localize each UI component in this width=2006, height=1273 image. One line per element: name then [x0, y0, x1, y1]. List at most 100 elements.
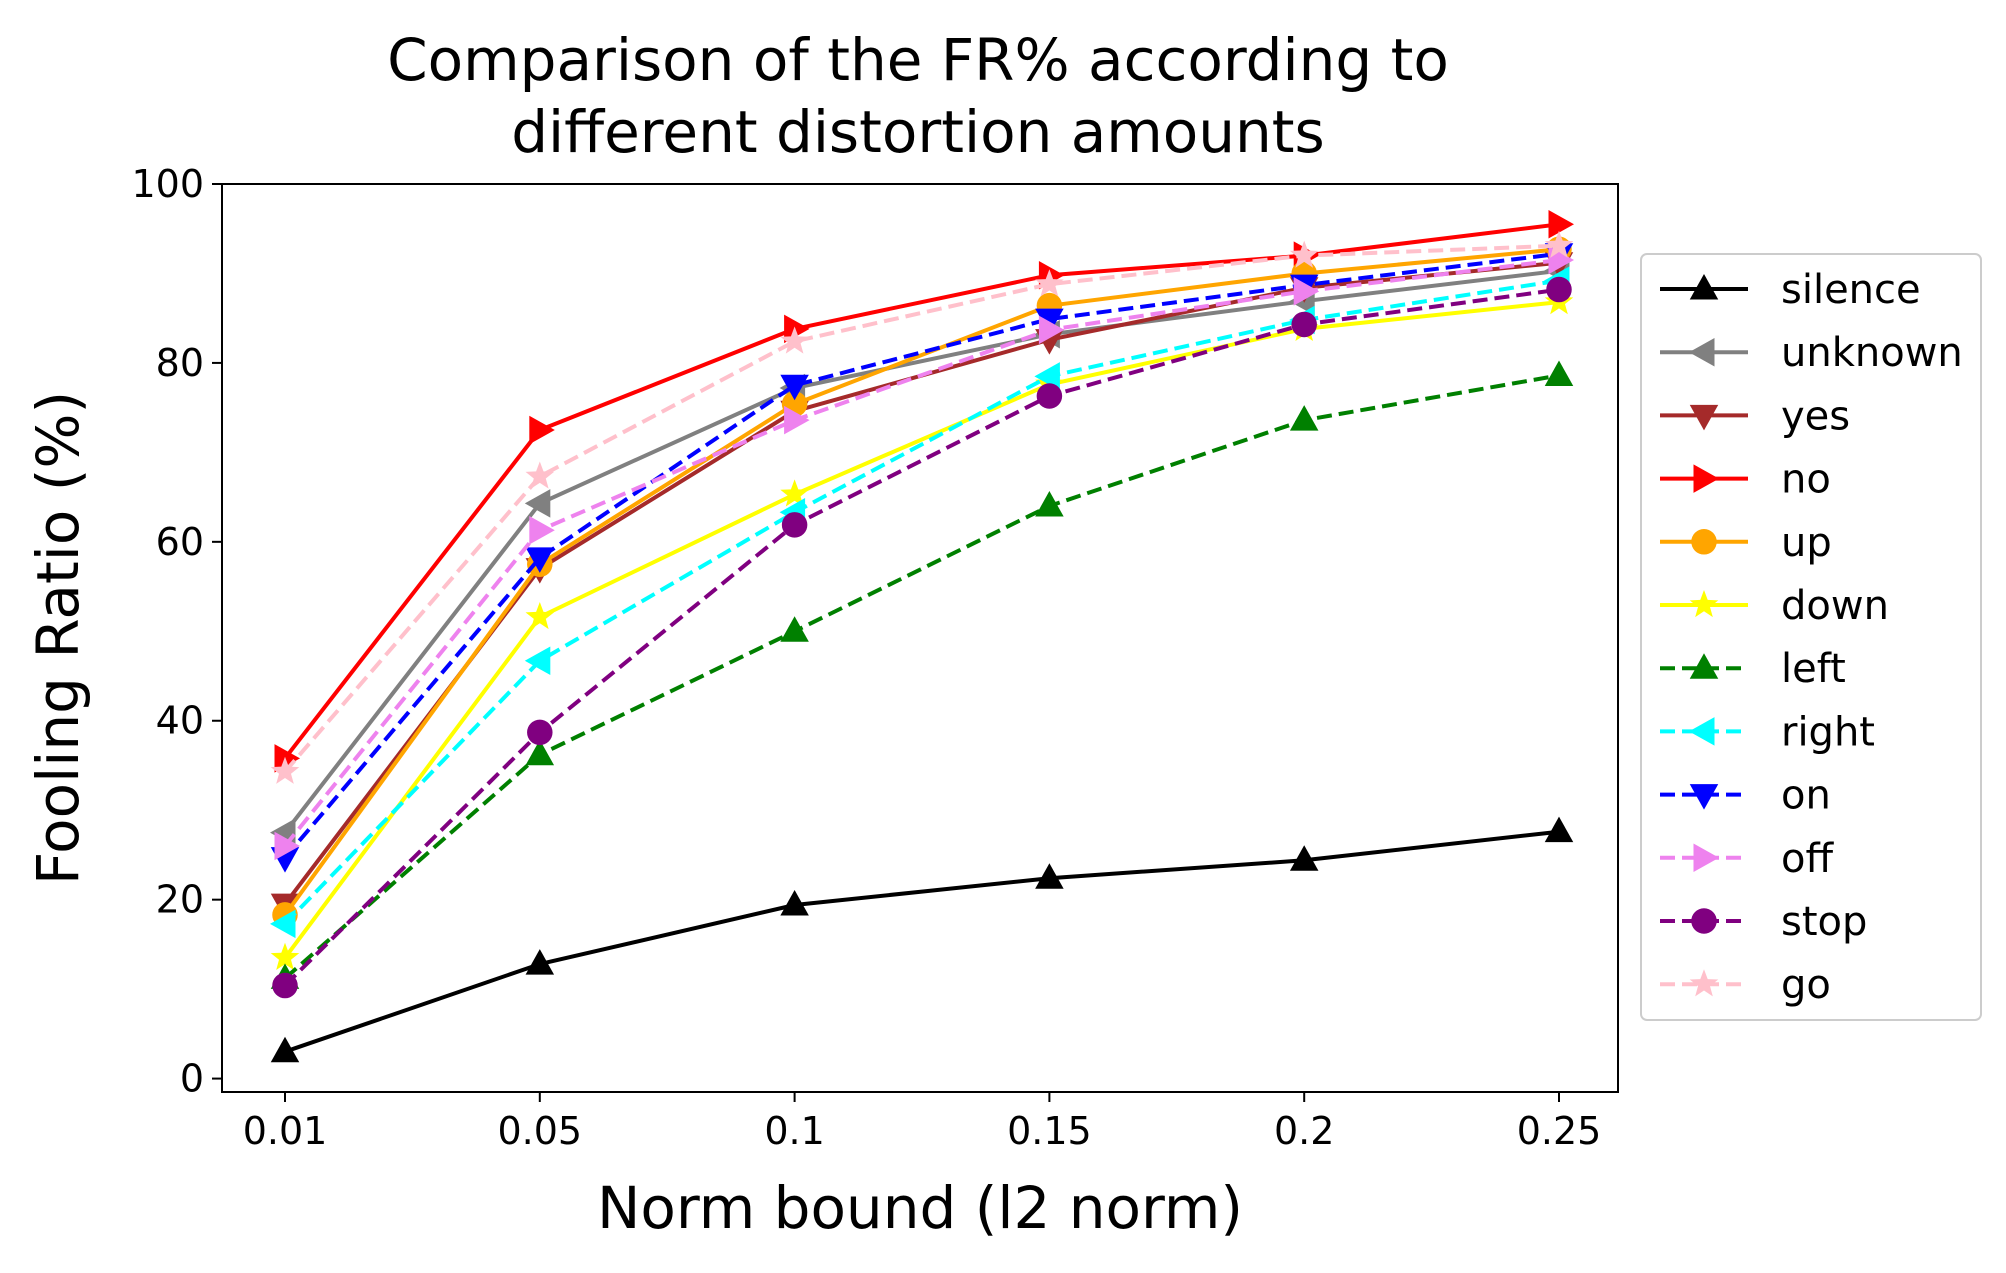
x-tick-label: 0.1 [764, 1109, 824, 1153]
data-point-silence [780, 890, 809, 916]
data-point-go [270, 756, 300, 784]
data-point-left [1544, 360, 1574, 386]
data-point-off [1038, 315, 1065, 345]
legend-label: stop [1781, 899, 1867, 945]
data-point-silence [1289, 845, 1319, 871]
series-line-on [283, 251, 1560, 859]
legend-marker [1689, 969, 1719, 997]
legend-label: yes [1781, 393, 1850, 439]
legend-item-on: on [1660, 773, 1831, 819]
data-point-off [1293, 277, 1320, 306]
data-point-silence [525, 949, 555, 975]
data-point-go [1035, 269, 1064, 297]
legend-item-down: down [1660, 583, 1889, 629]
legend-frame [1640, 253, 1982, 1021]
series-line-off [283, 258, 1560, 848]
legend-marker [1693, 843, 1719, 873]
data-point-go [1289, 240, 1319, 268]
data-point-off [784, 405, 810, 435]
series-line-down [283, 300, 1560, 959]
legend-item-up: up [1660, 520, 1832, 566]
y-tick-label: 40 [156, 699, 204, 743]
x-tick-label: 0.05 [497, 1109, 582, 1153]
data-point-on [780, 374, 809, 401]
legend-marker [1689, 717, 1715, 746]
data-point-silence [270, 1036, 300, 1063]
data-point-down [270, 942, 300, 970]
x-tick-label: 0.25 [1517, 1109, 1602, 1153]
series-stop [272, 276, 1572, 999]
data-point-left [525, 739, 555, 766]
legend-item-right: right [1660, 709, 1875, 755]
y-tick-label: 60 [156, 520, 204, 564]
legend-marker [1693, 464, 1719, 493]
plot-frame [221, 183, 1619, 1093]
legend-label: go [1781, 962, 1831, 1008]
legend-item-unknown: unknown [1660, 330, 1963, 376]
data-point-go [525, 461, 555, 489]
data-point-on [1035, 308, 1064, 335]
y-axis-label: Fooling Ratio (%) [24, 391, 92, 885]
legend-marker [1689, 653, 1719, 679]
series-left [270, 360, 1574, 989]
y-tick-label: 0 [180, 1057, 204, 1101]
data-point-stop [272, 972, 298, 999]
data-point-stop [527, 719, 553, 746]
series-go [270, 230, 1574, 784]
x-axis-label: Norm bound (l2 norm) [597, 1174, 1243, 1242]
data-point-off [274, 831, 300, 861]
x-tick-label: 0.15 [1007, 1109, 1092, 1153]
legend-item-go: go [1660, 962, 1831, 1008]
legend-item-stop: stop [1660, 899, 1867, 945]
x-tick-label: 0.2 [1274, 1109, 1334, 1153]
series-silence [270, 816, 1574, 1063]
data-point-silence [1544, 816, 1574, 843]
data-point-left [1289, 405, 1319, 431]
legend-label: unknown [1781, 330, 1963, 376]
chart-title-line-1: Comparison of the FR% according to [387, 26, 1449, 94]
legend-marker [1689, 784, 1719, 810]
data-point-left [1035, 491, 1064, 517]
data-point-on [525, 547, 555, 573]
data-point-off [529, 515, 555, 545]
y-tick-label: 20 [156, 878, 204, 922]
data-point-down [525, 601, 555, 630]
legend-marker [1691, 529, 1717, 555]
data-point-unknown [524, 489, 551, 518]
legend-label: on [1781, 773, 1831, 819]
data-point-silence [1035, 863, 1064, 889]
legend-label: silence [1781, 267, 1921, 313]
data-point-go [1544, 230, 1574, 258]
data-point-stop [1036, 383, 1063, 409]
legend-marker [1689, 274, 1719, 300]
legend-marker [1689, 337, 1715, 367]
legend-marker [1689, 590, 1719, 618]
data-point-no [274, 744, 300, 773]
series-line-silence [284, 829, 1560, 1054]
legend-item-yes: yes [1660, 393, 1850, 439]
data-point-left [780, 616, 809, 642]
data-point-right [270, 909, 296, 939]
legend-label: left [1781, 646, 1846, 692]
data-point-stop [1546, 276, 1572, 303]
legend-label: up [1781, 520, 1832, 566]
x-axis-ticks: 0.01 0.05 0.1 0.15 0.2 0.25 [243, 1092, 1602, 1153]
legend-label: down [1781, 583, 1889, 629]
legend-label: no [1781, 457, 1831, 503]
data-point-stop [781, 512, 808, 538]
series-off [274, 245, 1574, 861]
data-point-down [780, 479, 809, 507]
series-layer [270, 210, 1574, 1063]
series-line-left [283, 373, 1560, 980]
plot-area-group [221, 183, 1619, 1093]
legend-item-silence: silence [1660, 267, 1921, 313]
legend-marker [1691, 908, 1717, 934]
series-line-stop [283, 287, 1560, 987]
plot-area [222, 184, 1618, 1092]
legend: silence unknown yes no up down left right on off s… [1640, 253, 1982, 1021]
chart-title-line-2: different distortion amounts [511, 98, 1325, 166]
data-point-no [529, 415, 555, 445]
series-line-no [283, 222, 1560, 760]
legend-marker [1689, 404, 1719, 431]
